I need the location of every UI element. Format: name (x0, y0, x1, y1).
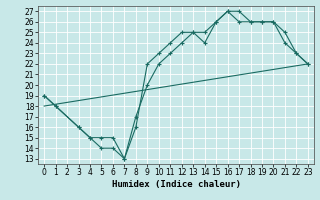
X-axis label: Humidex (Indice chaleur): Humidex (Indice chaleur) (111, 180, 241, 189)
